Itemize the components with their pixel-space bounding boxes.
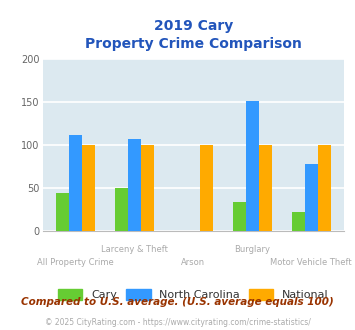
Bar	[128, 139, 141, 231]
Bar	[305, 164, 318, 231]
Text: Burglary: Burglary	[234, 245, 271, 254]
Text: All Property Crime: All Property Crime	[37, 258, 114, 267]
Bar	[259, 145, 272, 231]
Bar	[56, 193, 69, 231]
Text: Motor Vehicle Theft: Motor Vehicle Theft	[271, 258, 352, 267]
Title: 2019 Cary
Property Crime Comparison: 2019 Cary Property Crime Comparison	[85, 19, 302, 51]
Bar	[246, 101, 259, 231]
Bar	[292, 212, 305, 231]
Text: Larceny & Theft: Larceny & Theft	[101, 245, 168, 254]
Text: © 2025 CityRating.com - https://www.cityrating.com/crime-statistics/: © 2025 CityRating.com - https://www.city…	[45, 318, 310, 327]
Bar	[69, 135, 82, 231]
Bar	[141, 145, 154, 231]
Bar	[115, 188, 128, 231]
Bar	[318, 145, 331, 231]
Bar	[200, 145, 213, 231]
Legend: Cary, North Carolina, National: Cary, North Carolina, National	[54, 284, 333, 305]
Bar	[233, 202, 246, 231]
Bar	[82, 145, 95, 231]
Text: Arson: Arson	[181, 258, 206, 267]
Text: Compared to U.S. average. (U.S. average equals 100): Compared to U.S. average. (U.S. average …	[21, 297, 334, 307]
